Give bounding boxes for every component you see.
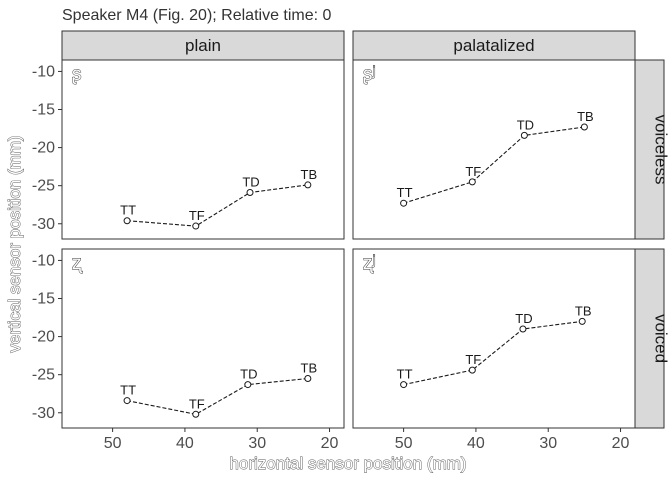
x-tick-label-palatalized-50: 50 [395,435,413,452]
y-tick-label-voiced--10: -10 [32,252,55,269]
panel-palatalized-voiceless [352,59,636,240]
data-point-palatalized-voiceless-TF [468,178,476,186]
x-tick-label-palatalized-40: 40 [467,435,485,452]
x-tick-label-plain-40: 40 [176,435,194,452]
point-label-palatalized-voiceless-TT: TT [397,185,413,200]
column-strip-label-plain: plain [185,36,221,55]
panel-plain-voiceless [61,59,345,240]
y-tick-label-voiced--30: -30 [32,405,55,422]
data-point-plain-voiceless-TF [192,222,200,230]
data-point-plain-voiced-TF [192,410,200,418]
point-label-plain-voiced-TF: TF [189,396,205,411]
phoneme-label-plain-voiceless: ʂ [72,64,82,85]
y-axis-title: vertical sensor position (mm) [5,135,24,352]
point-label-plain-voiceless-TT: TT [120,203,136,218]
phoneme-label-palatalized-voiceless: ʂʲ [363,64,376,85]
point-label-plain-voiceless-TD: TD [242,175,259,190]
data-point-plain-voiced-TT [123,397,131,405]
point-label-palatalized-voiced-TT: TT [397,367,413,382]
data-point-plain-voiced-TB [304,374,312,382]
row-strip-voiceless [634,59,665,240]
x-axis-title: horizontal sensor position (mm) [229,454,466,473]
x-tick-label-plain-30: 30 [248,435,266,452]
y-tick-label-voiceless--15: -15 [32,102,55,119]
data-point-palatalized-voiceless-TT [400,199,408,207]
y-tick-label-voiceless--10: -10 [32,63,55,80]
y-tick-label-voiced--20: -20 [32,329,55,346]
point-label-palatalized-voiceless-TF: TF [465,164,481,179]
data-point-plain-voiced-TD [244,381,252,389]
point-label-plain-voiced-TD: TD [240,367,257,382]
series-line-plain-voiced [126,377,308,415]
point-label-palatalized-voiced-TD: TD [515,311,532,326]
data-point-plain-voiceless-TB [304,181,312,189]
point-label-palatalized-voiceless-TD: TD [517,117,534,132]
x-tick-label-plain-50: 50 [104,435,122,452]
point-label-plain-voiceless-TF: TF [189,208,205,223]
data-point-palatalized-voiced-TD [519,325,527,333]
point-label-palatalized-voiced-TF: TF [465,352,481,367]
panel-palatalized-voiced [352,248,636,429]
data-point-palatalized-voiceless-TB [580,123,588,131]
series-line-palatalized-voiced [403,320,583,386]
data-point-plain-voiceless-TT [123,217,131,225]
x-tick-label-palatalized-30: 30 [539,435,557,452]
point-label-plain-voiced-TT: TT [120,383,136,398]
data-point-plain-voiceless-TD [246,189,254,197]
data-point-palatalized-voiced-TF [468,366,476,374]
point-label-plain-voiceless-TB: TB [301,167,318,182]
row-strip-label-voiced: voiced [652,314,671,363]
y-tick-label-voiced--15: -15 [32,291,55,308]
row-strip-label-voiceless: voiceless [652,115,671,185]
y-tick-label-voiced--25: -25 [32,367,55,384]
data-point-palatalized-voiced-TB [578,317,586,325]
x-tick-label-palatalized-20: 20 [612,435,630,452]
point-label-palatalized-voiceless-TB: TB [577,109,594,124]
y-tick-label-voiceless--25: -25 [32,178,55,195]
chart-title: Speaker M4 (Fig. 20); Relative time: 0 [62,7,332,24]
point-label-palatalized-voiced-TB: TB [575,303,592,318]
phoneme-label-palatalized-voiced: ʐʲ [363,253,376,274]
x-tick-label-plain-20: 20 [321,435,339,452]
panel-plain-voiced [61,248,345,429]
column-strip-palatalized [352,30,636,61]
data-point-palatalized-voiced-TT [400,381,408,389]
y-tick-label-voiceless--30: -30 [32,216,55,233]
data-point-palatalized-voiceless-TD [520,131,528,139]
row-strip-voiced [634,248,665,429]
point-label-plain-voiced-TB: TB [301,360,318,375]
column-strip-label-palatalized: palatalized [453,36,534,55]
y-tick-label-voiceless--20: -20 [32,140,55,157]
phoneme-label-plain-voiced: ʐ [72,253,83,274]
column-strip-plain [61,30,345,61]
